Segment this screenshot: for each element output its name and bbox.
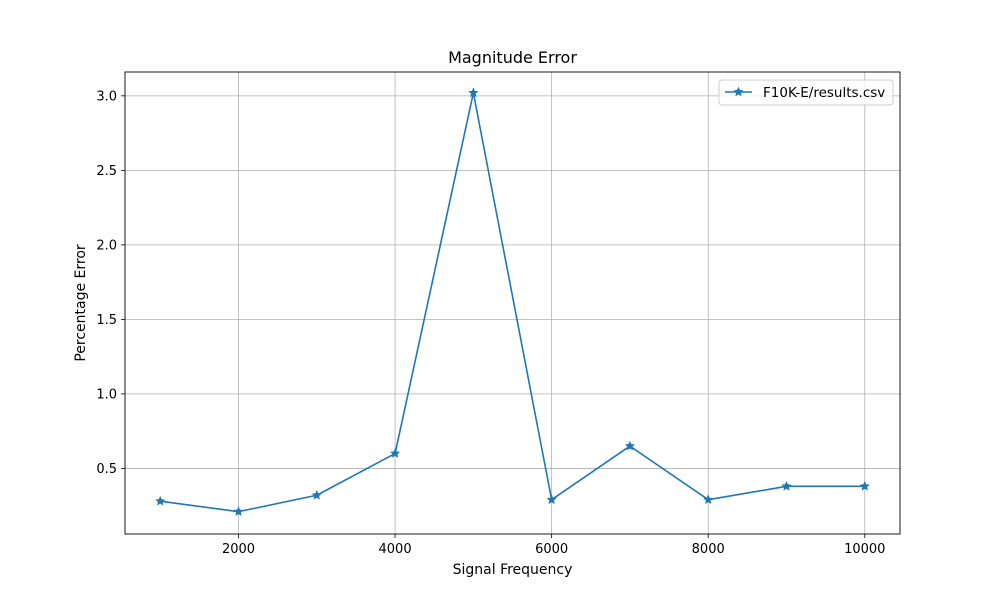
data-point-marker xyxy=(859,480,870,491)
y-tick-label: 0.5 xyxy=(96,462,117,477)
series-line xyxy=(159,92,866,513)
x-tick-label: 6000 xyxy=(535,542,568,557)
data-point-marker xyxy=(624,440,636,451)
series-layer xyxy=(155,87,870,517)
data-point-marker xyxy=(233,506,244,517)
data-point-marker xyxy=(703,494,714,505)
y-tick-label: 3.0 xyxy=(96,89,117,104)
legend-label: F10K-E/results.csv xyxy=(763,85,885,101)
data-point-marker xyxy=(468,87,479,98)
x-tick-label: 8000 xyxy=(692,542,725,557)
y-axis-label: Percentage Error xyxy=(73,244,89,362)
legend: F10K-E/results.csv xyxy=(718,79,894,106)
x-tick-label: 10000 xyxy=(844,542,885,557)
data-point-marker xyxy=(389,448,401,458)
grid-lines xyxy=(125,72,900,534)
y-tick-label: 2.0 xyxy=(96,238,117,253)
data-point-marker xyxy=(546,494,557,505)
y-tick-label: 1.0 xyxy=(96,387,117,402)
data-point-marker xyxy=(311,489,322,500)
axis-ticks: 2000 4000 6000 8000 10000 0.5 1.0 1.5 2.0 2.5 3.0 xyxy=(96,89,885,557)
x-tick-label: 4000 xyxy=(379,542,412,557)
data-point-marker xyxy=(155,495,166,506)
plot-area xyxy=(125,72,900,534)
legend-box xyxy=(718,79,894,106)
chart-title: Magnitude Error xyxy=(448,48,577,67)
legend-star-marker xyxy=(733,86,744,97)
x-axis-label: Signal Frequency xyxy=(453,562,573,578)
y-tick-label: 1.5 xyxy=(96,313,117,328)
data-point-marker xyxy=(781,480,792,491)
y-tick-label: 2.5 xyxy=(96,164,117,179)
x-tick-label: 2000 xyxy=(222,542,255,557)
plot-frame xyxy=(124,71,901,535)
